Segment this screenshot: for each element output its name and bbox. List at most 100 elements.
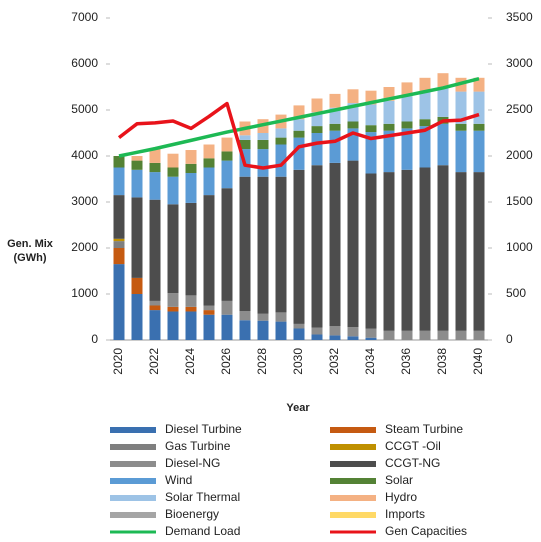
- x-tick-label: 2026: [219, 348, 233, 375]
- bar-segment: [329, 335, 341, 340]
- bar-segment: [383, 330, 395, 340]
- y-tick-label: 3000: [71, 194, 98, 208]
- bar-segment: [419, 330, 431, 340]
- bar-segment: [185, 163, 197, 174]
- bar-segment: [311, 98, 323, 113]
- bar-segment: [311, 165, 323, 328]
- legend-swatch: [330, 478, 376, 484]
- bar-segment: [401, 169, 413, 331]
- bar-segment: [113, 167, 125, 196]
- bar-segment: [455, 91, 467, 124]
- legend-swatch: [110, 512, 156, 518]
- bar-segment: [383, 130, 395, 173]
- x-tick-label: 2036: [399, 348, 413, 375]
- legend-swatch: [330, 427, 376, 433]
- bar-segment: [221, 188, 233, 301]
- bar-segment: [365, 90, 377, 105]
- y2-tick-label: 2500: [506, 102, 533, 116]
- bar-segment: [383, 123, 395, 131]
- bar-segment: [185, 295, 197, 307]
- bar-segment: [329, 93, 341, 108]
- bar-segment: [221, 151, 233, 161]
- bar-segment: [131, 156, 143, 161]
- bar-segment: [419, 91, 431, 120]
- bar-segment: [221, 160, 233, 189]
- bar-segment: [221, 300, 233, 315]
- bar-segment: [257, 320, 269, 340]
- line-series: [118, 77, 480, 158]
- bar-segment: [329, 162, 341, 327]
- y-tick-label: 2000: [71, 240, 98, 254]
- bar-segment: [257, 313, 269, 321]
- legend-label: Imports: [385, 507, 425, 521]
- bar-segment: [239, 135, 251, 140]
- y2-tick-label: 3000: [506, 56, 533, 70]
- bar-segment: [239, 311, 251, 321]
- bar-segment: [293, 137, 305, 170]
- bar-segment: [167, 153, 179, 168]
- bar-segment: [275, 144, 287, 177]
- legend-label: Steam Turbine: [385, 422, 463, 436]
- bar-segment: [131, 294, 143, 340]
- bar-segment: [455, 330, 467, 340]
- y-tick-label: 4000: [71, 148, 98, 162]
- bar-segment: [437, 330, 449, 340]
- bar-segment: [311, 126, 323, 133]
- bar-segment: [383, 172, 395, 331]
- bar-segment: [311, 334, 323, 340]
- legend-swatch: [110, 478, 156, 484]
- bar-segment: [437, 87, 449, 117]
- bar-segment: [473, 172, 485, 331]
- bar-segment: [131, 197, 143, 278]
- bar-segment: [203, 158, 215, 168]
- y-tick-label: 0: [91, 332, 98, 346]
- bar-segment: [311, 112, 323, 127]
- bar-segment: [149, 162, 161, 173]
- bar-segment: [167, 293, 179, 307]
- legend-label: Bioenergy: [165, 507, 219, 521]
- bar-segment: [329, 123, 341, 131]
- bar-segment: [365, 328, 377, 338]
- y-tick-label: 7000: [71, 10, 98, 24]
- bar-segment: [185, 202, 197, 296]
- legend-label: Demand Load: [165, 524, 240, 538]
- bar-segment: [257, 176, 269, 314]
- bar-segment: [293, 130, 305, 138]
- bar-segment: [347, 103, 359, 122]
- bar-segment: [347, 128, 359, 161]
- bar-segment: [401, 82, 413, 97]
- y-tick-label: 6000: [71, 56, 98, 70]
- y2-tick-label: 0: [506, 332, 513, 346]
- x-tick-label: 2020: [111, 348, 125, 375]
- bar-segment: [437, 123, 449, 166]
- x-tick-label: 2032: [327, 348, 341, 375]
- x-tick-label: 2040: [471, 348, 485, 375]
- bar-segment: [257, 139, 269, 150]
- bar-segment: [455, 172, 467, 331]
- bar-segment: [167, 167, 179, 177]
- bar-segment: [275, 312, 287, 322]
- bar-segment: [203, 305, 215, 311]
- bar-segment: [149, 300, 161, 306]
- bar-segment: [113, 195, 125, 239]
- bar-segment: [131, 277, 143, 294]
- bar-segment: [311, 327, 323, 335]
- y2-tick-label: 1500: [506, 194, 533, 208]
- y2-tick-label: 2000: [506, 148, 533, 162]
- bar-segment: [401, 96, 413, 122]
- legend-swatch: [110, 444, 156, 450]
- bar-segment: [365, 104, 377, 126]
- bar-segment: [401, 330, 413, 340]
- legend-label: Hydro: [385, 490, 417, 504]
- y2-tick-label: 3500: [506, 10, 533, 24]
- bar-segment: [113, 264, 125, 340]
- bar-segment: [293, 169, 305, 324]
- bar-segment: [293, 105, 305, 120]
- legend-label: Diesel Turbine: [165, 422, 242, 436]
- bar-segment: [185, 173, 197, 203]
- bar-segment: [257, 133, 269, 140]
- bar-segment: [167, 176, 179, 205]
- bar-segment: [329, 130, 341, 163]
- bar-segment: [419, 126, 431, 168]
